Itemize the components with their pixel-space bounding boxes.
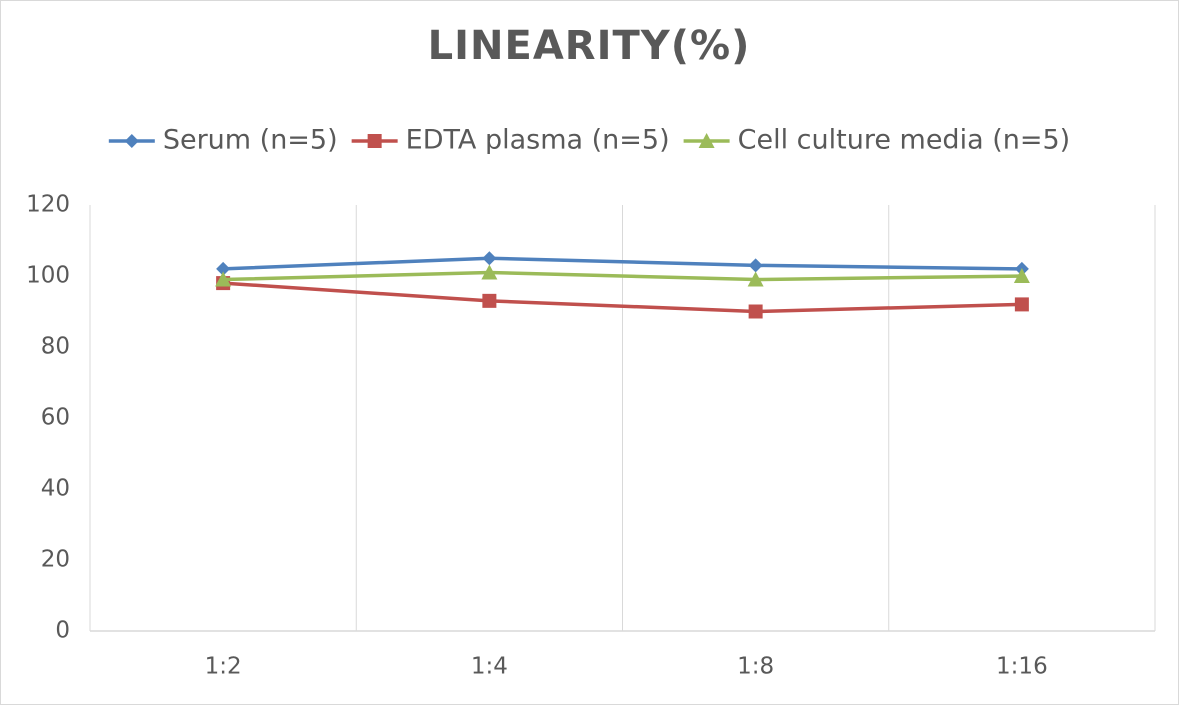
legend-marker xyxy=(367,134,382,148)
legend: Serum (n=5) EDTA plasma (n=5) Cell culture… xyxy=(108,125,1071,156)
marker xyxy=(1014,297,1029,312)
x-tick-label: 1:16 xyxy=(996,654,1048,680)
marker xyxy=(1013,268,1030,283)
x-tick-label: 1:4 xyxy=(471,654,508,680)
marker xyxy=(215,271,232,287)
marker xyxy=(481,264,498,280)
legend-label: Serum (n=5) xyxy=(163,125,338,156)
series-line xyxy=(223,256,1022,271)
x-tick-label: 1:8 xyxy=(737,654,774,680)
y-tick-label: 100 xyxy=(26,263,70,289)
legend-marker xyxy=(698,133,715,148)
x-tick-label: 1:2 xyxy=(205,654,242,680)
legend-label: Cell culture media (n=5) xyxy=(738,125,1071,156)
marker xyxy=(482,293,497,308)
marker xyxy=(216,261,231,276)
marker xyxy=(748,258,763,273)
legend-marker xyxy=(124,134,139,148)
marker xyxy=(748,304,763,319)
y-tick-label: 20 xyxy=(41,547,70,573)
series-line xyxy=(223,281,1022,314)
marker xyxy=(482,251,497,266)
y-tick-label: 120 xyxy=(26,192,70,218)
y-tick-label: 80 xyxy=(41,334,70,360)
chart-title: LINEARITY(%) xyxy=(428,23,751,69)
y-tick-label: 40 xyxy=(41,476,70,502)
marker xyxy=(747,271,764,287)
y-tick-label: 60 xyxy=(41,405,70,431)
series-line xyxy=(223,270,1022,282)
legend-label: EDTA plasma (n=5) xyxy=(406,125,670,156)
y-tick-label: 0 xyxy=(55,618,70,644)
